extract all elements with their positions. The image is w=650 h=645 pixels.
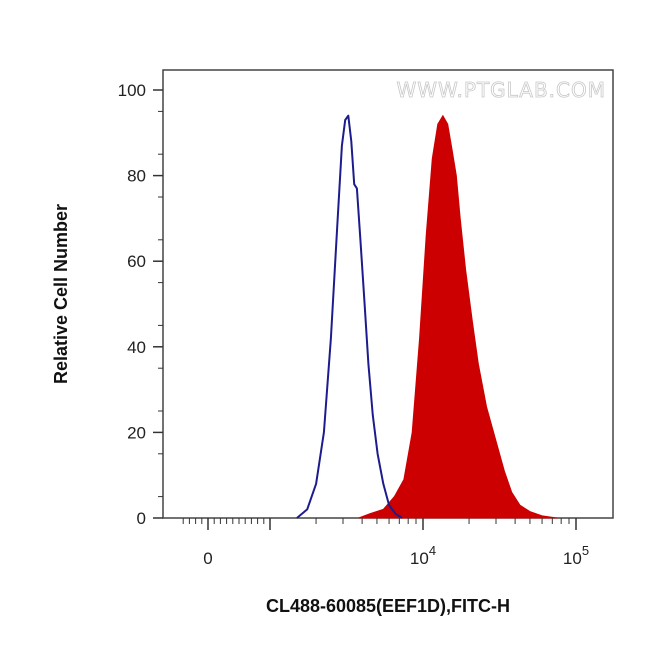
x-tick-label: 104: [410, 543, 436, 568]
y-axis-title: Relative Cell Number: [51, 204, 71, 384]
y-tick-label: 80: [127, 167, 146, 186]
histogram-filled-series: [358, 114, 557, 519]
series-layer: [296, 114, 557, 519]
histogram-outline-series: [296, 114, 403, 519]
x-tick-label: 0: [203, 549, 212, 568]
x-axis: 0 104 105: [182, 518, 589, 568]
y-tick-label: 40: [127, 338, 146, 357]
y-axis: 0 20 40 60 80 100: [118, 81, 163, 528]
y-tick-label: 20: [127, 423, 146, 442]
x-axis-title: CL488-60085(EEF1D),FITC-H: [266, 596, 510, 616]
plot-frame: [162, 69, 614, 519]
y-tick-label: 60: [127, 252, 146, 271]
x-tick-label: 105: [563, 543, 589, 568]
y-tick-label: 100: [118, 81, 146, 100]
watermark-text: WWW.PTGLAB.COM: [397, 78, 607, 102]
y-tick-label: 0: [137, 509, 146, 528]
